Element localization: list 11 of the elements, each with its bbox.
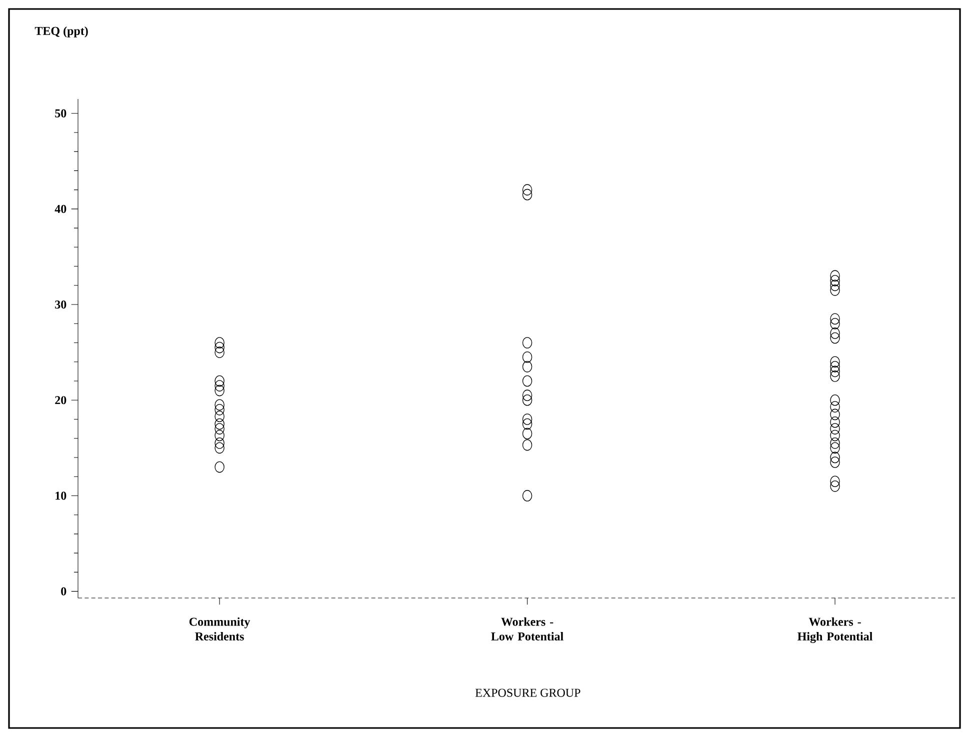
x-tick-label: Community Residents xyxy=(189,617,250,640)
y-tick-label: 30 xyxy=(55,300,66,309)
y-tick-label: 20 xyxy=(55,396,66,404)
y-tick-label: 50 xyxy=(55,109,66,118)
x-tick-label: Workers - Low Potential xyxy=(491,617,564,640)
y-tick-label: 40 xyxy=(54,204,66,213)
y-tick-label: 0 xyxy=(61,587,66,596)
y-tick-label: 10 xyxy=(56,492,66,500)
chart-title: TEQ (ppt) xyxy=(34,26,88,38)
x-axis-title: EXPOSURE GROUP xyxy=(475,688,580,697)
x-tick-label: Workers - High Potential xyxy=(798,617,872,644)
